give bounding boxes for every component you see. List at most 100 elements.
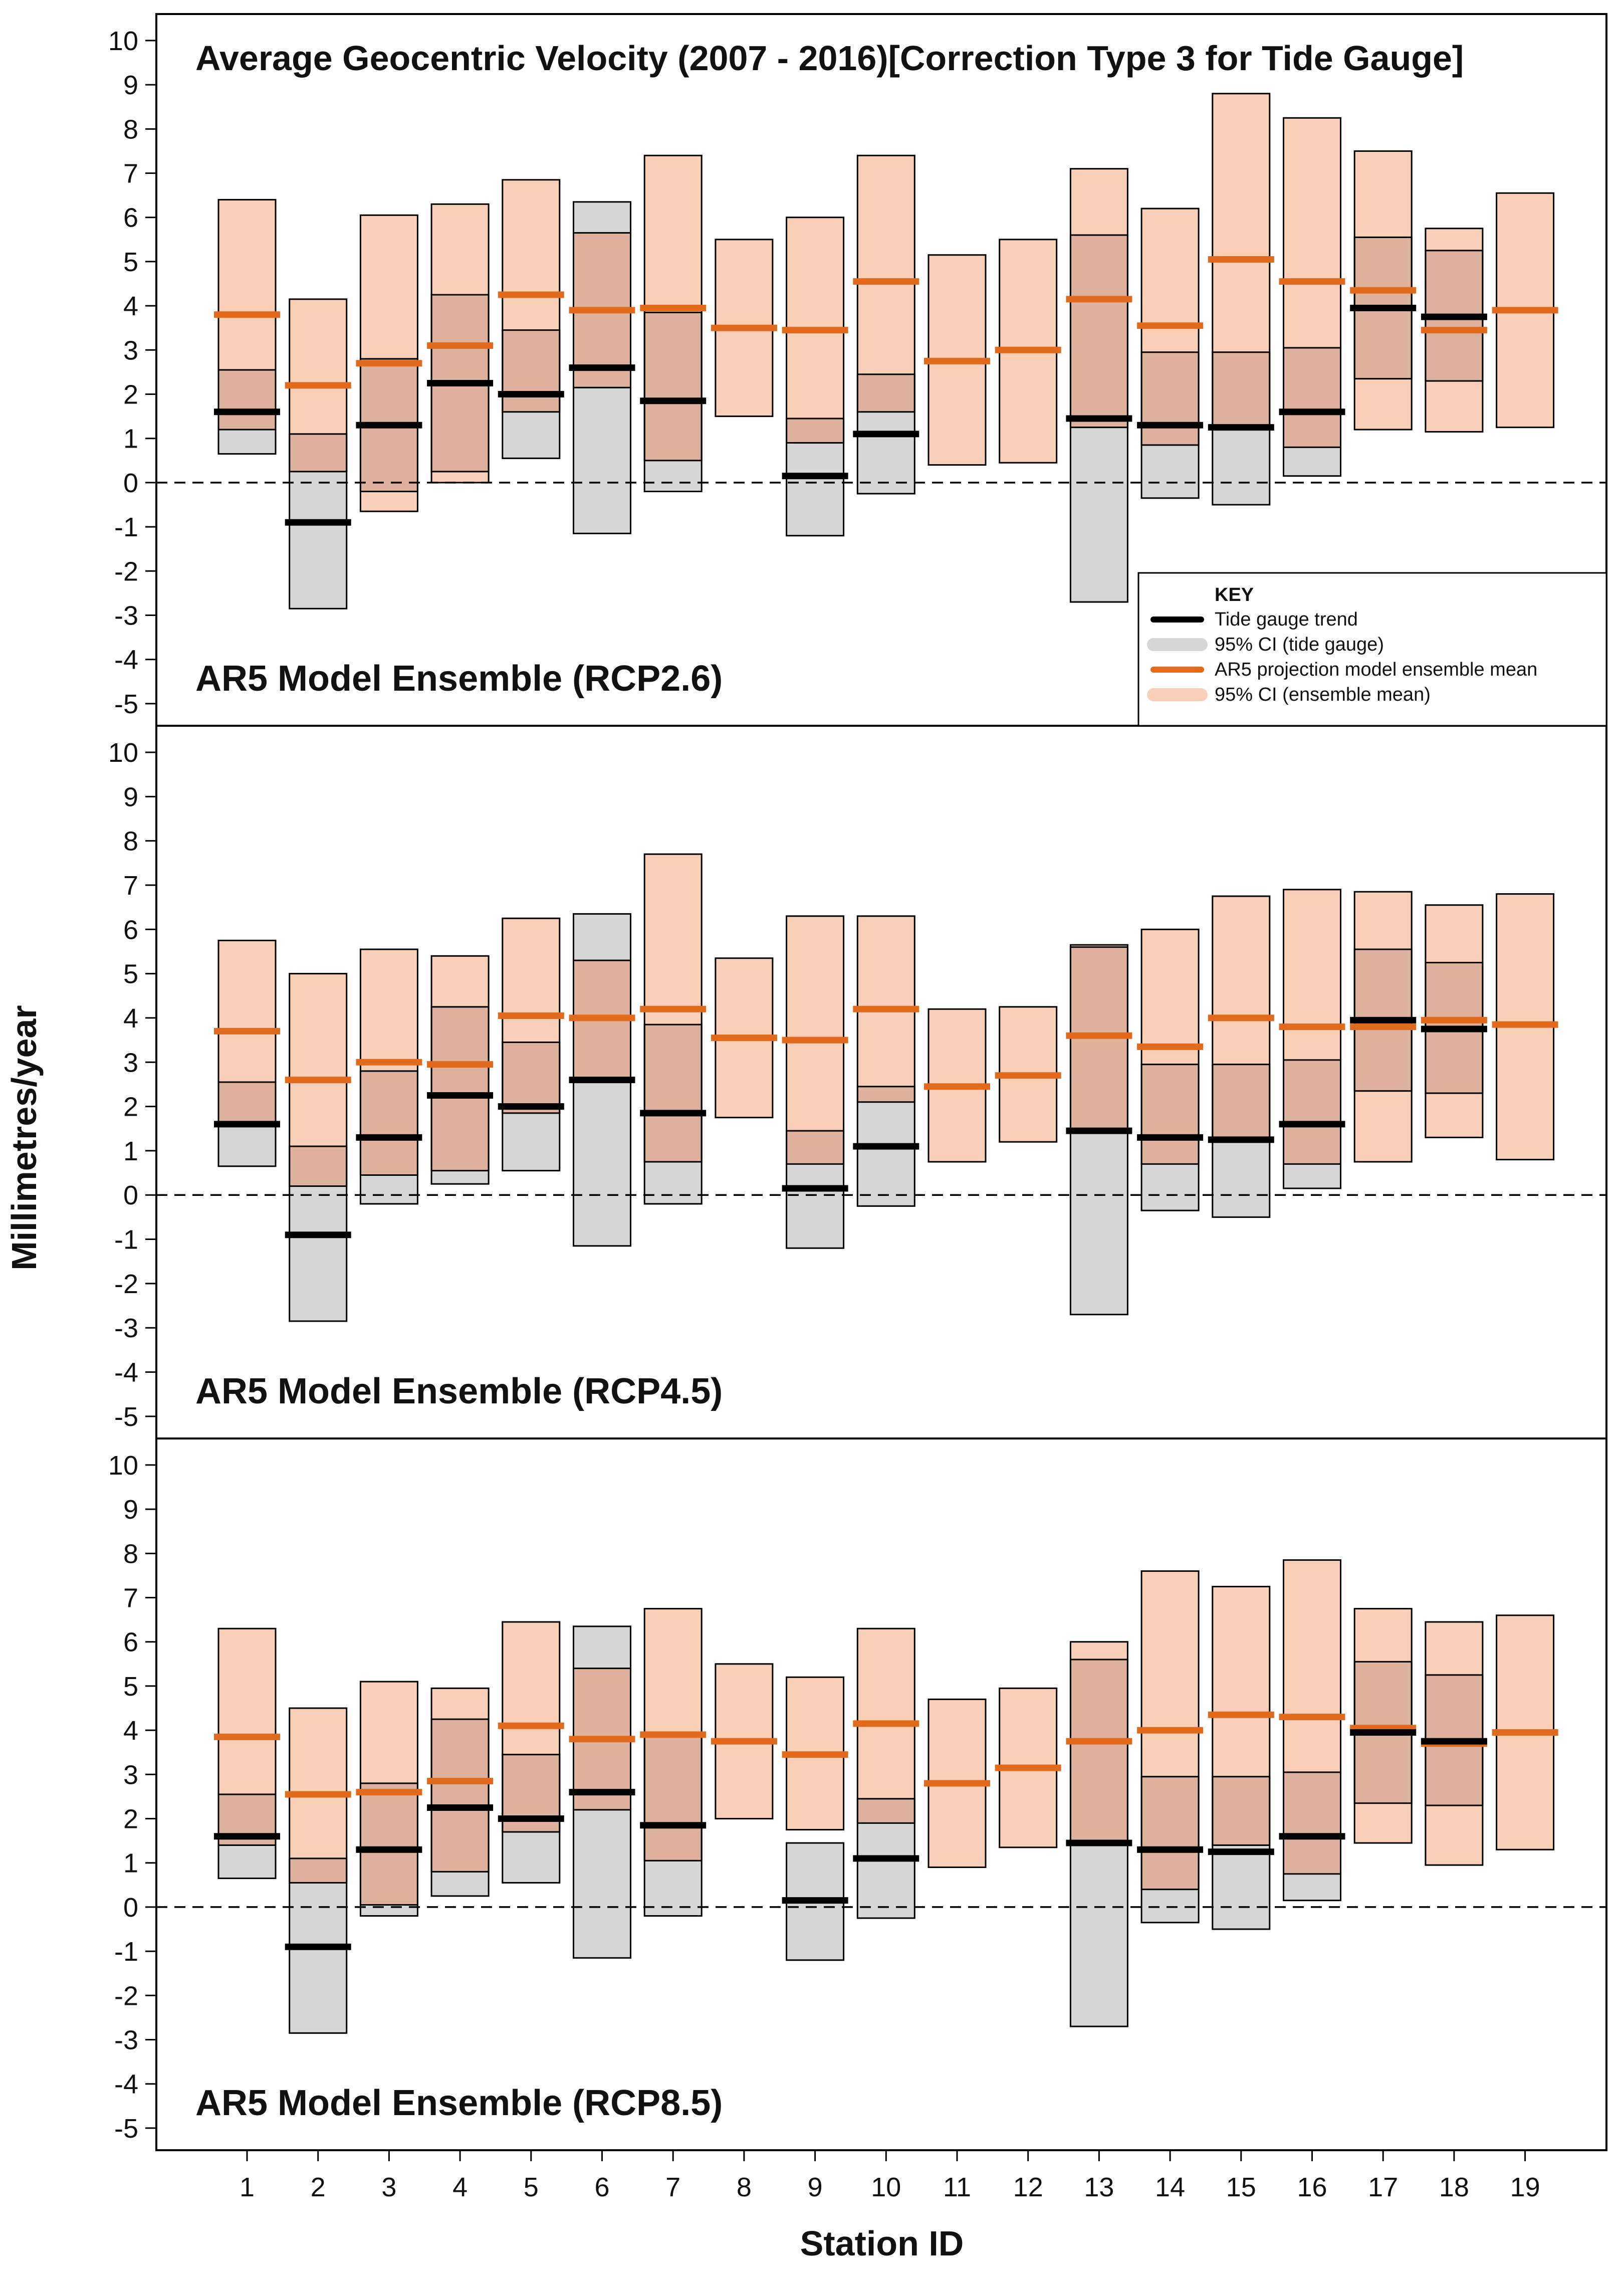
x-tick-label: 8 [737, 2172, 752, 2202]
y-tick-label: 6 [123, 203, 138, 233]
ci-overlap-region [1141, 1064, 1199, 1164]
y-tick-label: 7 [123, 871, 138, 901]
panel-3: -5 -4 -3 -2 -1 0 1 2 3 4 5 6 7 8 9 10 AR5 Model Ensemble… [108, 1437, 1607, 2151]
y-tick-label: -1 [114, 1937, 138, 1967]
x-tick-label: 17 [1368, 2172, 1398, 2202]
y-tick-label: -4 [114, 2070, 138, 2100]
y-tick-label: 7 [123, 1583, 138, 1613]
ci-overlap-region [502, 1042, 560, 1113]
y-tick-label: 6 [123, 915, 138, 945]
ci-overlap-region [431, 1006, 489, 1171]
ci-overlap-region [502, 330, 560, 412]
y-tick-label: -3 [114, 1313, 138, 1343]
x-tick-label: 6 [594, 2172, 609, 2202]
legend-item-label: 95% CI (tide gauge) [1215, 634, 1384, 655]
ci-overlap-region [1212, 1064, 1270, 1140]
y-tick-label: 5 [123, 247, 138, 277]
ci-overlap-region [1070, 1659, 1128, 1843]
ci-overlap-region [289, 1858, 347, 1883]
y-tick-label: -3 [114, 601, 138, 631]
ci-overlap-region [1141, 1776, 1199, 1890]
x-tick-label: 13 [1084, 2172, 1114, 2202]
y-tick-label: 7 [123, 159, 138, 189]
x-tick-label: 14 [1155, 2172, 1185, 2202]
y-tick-label: 0 [123, 1893, 138, 1923]
y-tick-label: -5 [114, 1402, 138, 1432]
x-tick-label: 5 [524, 2172, 539, 2202]
ci-overlap-region [1283, 1060, 1341, 1164]
y-tick-label: 0 [123, 468, 138, 498]
y-tick-label: 4 [123, 1003, 138, 1034]
y-tick-label: 0 [123, 1180, 138, 1210]
y-tick-label: 4 [123, 1716, 138, 1746]
x-tick-label: 11 [943, 2172, 971, 2202]
ci-overlap-region [857, 374, 915, 412]
x-tick-label: 3 [381, 2172, 396, 2202]
x-tick-label: 12 [1013, 2172, 1043, 2202]
y-tick-label: 2 [123, 380, 138, 410]
ci-overlap-region [857, 1798, 915, 1823]
panel-label: AR5 Model Ensemble (RCP8.5) [195, 2083, 723, 2123]
y-tick-label: -1 [114, 512, 138, 542]
y-tick-label: -3 [114, 2025, 138, 2055]
panel-1: -5 -4 -3 -2 -1 0 1 2 3 4 5 6 7 8 9 10 AR5 Model Ensemble… [108, 13, 1607, 727]
ci-overlap-region [360, 1071, 418, 1175]
ci-overlap-region [289, 434, 347, 472]
x-tick-label: 1 [240, 2172, 255, 2202]
x-tick-label: 4 [452, 2172, 468, 2202]
x-axis: 1 2 3 4 5 6 7 8 9 10 11 12 13 14 15 16 17 18 19 [240, 2150, 1540, 2202]
y-tick-label: 1 [123, 1848, 138, 1879]
y-tick-label: 5 [123, 959, 138, 989]
y-tick-label: -4 [114, 1358, 138, 1388]
y-tick-label: 2 [123, 1804, 138, 1834]
y-tick-label: 9 [123, 1495, 138, 1525]
ci-overlap-region [1070, 235, 1128, 428]
x-tick-label: 9 [808, 2172, 823, 2202]
ci-overlap-region [786, 1131, 844, 1164]
y-tick-label: 10 [108, 26, 138, 56]
y-tick-label: -4 [114, 645, 138, 675]
y-tick-label: 3 [123, 335, 138, 365]
ci-overlap-region [644, 1737, 702, 1861]
y-tick-label: -2 [114, 1981, 138, 2011]
ci-overlap-region [218, 370, 276, 430]
ci-overlap-region [218, 1082, 276, 1124]
x-tick-label: 10 [871, 2172, 901, 2202]
legend-item-label: AR5 projection model ensemble mean [1215, 659, 1537, 680]
y-tick-label: 8 [123, 1539, 138, 1569]
y-tick-label: -5 [114, 2114, 138, 2144]
legend-box [1137, 572, 1607, 727]
x-axis-title: Station ID [800, 2224, 964, 2263]
x-tick-label: 16 [1297, 2172, 1327, 2202]
legend-title: KEY [1215, 584, 1254, 605]
panel-label: AR5 Model Ensemble (RCP2.6) [195, 659, 723, 699]
y-tick-label: 3 [123, 1760, 138, 1790]
ci-overlap-region [1212, 352, 1270, 428]
y-tick-label: 3 [123, 1048, 138, 1078]
y-tick-label: -5 [114, 689, 138, 719]
panel-2: -5 -4 -3 -2 -1 0 1 2 3 4 5 6 7 8 9 10 AR5 Model Ensemble… [108, 725, 1607, 1439]
ci-overlap-region [1283, 1772, 1341, 1874]
x-tick-label: 18 [1439, 2172, 1469, 2202]
y-tick-label: 1 [123, 1136, 138, 1166]
ci-overlap-region [644, 312, 702, 461]
chart-title: Average Geocentric Velocity (2007 - 2016… [195, 39, 1464, 78]
y-tick-label: 9 [123, 70, 138, 100]
y-tick-label: 5 [123, 1672, 138, 1702]
y-tick-label: -2 [114, 556, 138, 586]
y-tick-label: 6 [123, 1627, 138, 1658]
legend-item-label: Tide gauge trend [1215, 609, 1358, 630]
legend-item-label: 95% CI (ensemble mean) [1215, 684, 1431, 705]
ci-overlap-region [573, 960, 631, 1082]
y-tick-label: 10 [108, 738, 138, 768]
y-tick-label: -2 [114, 1269, 138, 1299]
ci-overlap-region [1283, 347, 1341, 448]
y-tick-label: 2 [123, 1092, 138, 1122]
y-tick-label: 9 [123, 782, 138, 812]
ci-overlap-region [1070, 947, 1128, 1133]
y-tick-label: 8 [123, 114, 138, 144]
x-tick-label: 15 [1226, 2172, 1256, 2202]
legend: KEY Tide gauge trend 95% CI (tide gauge) AR… [1137, 572, 1607, 727]
